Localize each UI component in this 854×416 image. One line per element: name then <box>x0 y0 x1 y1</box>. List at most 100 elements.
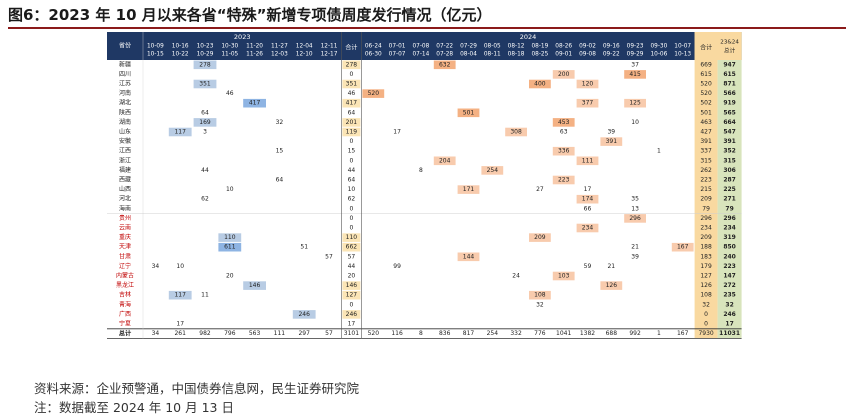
value-2024: 21 <box>607 263 615 270</box>
value-2024: 32 <box>536 301 544 308</box>
header-year-2024: 2024 <box>520 33 537 41</box>
cell-highlight-2023 <box>168 290 192 300</box>
subtotal-2023: 44 <box>348 167 356 174</box>
cell-highlight-2023 <box>193 60 217 70</box>
province-label: 浙江 <box>119 156 131 164</box>
value-2024: 111 <box>582 157 594 164</box>
total-2024: 167 <box>677 330 689 337</box>
week-2024-end: 08-11 <box>484 52 501 58</box>
grand-total: 240 <box>723 253 736 260</box>
value-2024: 377 <box>582 100 594 107</box>
total-2024: 1 <box>657 330 661 337</box>
cell-highlight-2024 <box>433 156 456 166</box>
subtotal-2024: 520 <box>700 90 712 97</box>
subtotal-2024: 179 <box>700 263 712 270</box>
total-2023: 261 <box>174 330 186 337</box>
province-label: 新疆 <box>119 60 131 68</box>
grand-total: 147 <box>723 273 736 280</box>
subtotal-2023: 17 <box>348 321 356 328</box>
week-2023-start: 10-30 <box>221 44 238 50</box>
cell-highlight-2023 <box>218 242 242 252</box>
cell-highlight-2023 <box>218 233 242 242</box>
subtotal-2023: 0 <box>349 205 353 212</box>
subtotal-2024: 262 <box>700 167 712 174</box>
week-2023-end: 10-29 <box>197 52 214 58</box>
subtotal-2024: 296 <box>700 215 712 222</box>
cell-highlight-2024 <box>529 290 551 300</box>
value-2024: 99 <box>393 263 401 270</box>
value-2024: 1 <box>657 148 661 155</box>
value-2023: 17 <box>176 321 184 328</box>
province-label: 安徽 <box>119 137 131 145</box>
province-label: 云南 <box>119 224 131 232</box>
week-2024-end: 08-18 <box>508 52 525 58</box>
total-2024: 1382 <box>580 330 595 337</box>
value-2023: 11 <box>201 292 209 299</box>
week-2023-start: 12-04 <box>296 44 313 50</box>
province-label: 陕西 <box>119 108 131 116</box>
cell-highlight-2024 <box>552 70 575 79</box>
cell-highlight-2024 <box>457 108 480 118</box>
province-label: 四川 <box>119 71 131 78</box>
week-2024-start: 08-12 <box>508 44 525 50</box>
province-label: 重庆 <box>119 233 131 241</box>
value-2024: 308 <box>510 129 522 136</box>
header-total-band <box>694 32 742 60</box>
province-label: 宁夏 <box>119 320 131 328</box>
total-2024: 116 <box>391 330 403 337</box>
value-2023: 3 <box>203 129 207 136</box>
value-2024: 59 <box>584 263 592 270</box>
province-label: 山东 <box>119 128 131 136</box>
subtotal-2023-highlight <box>342 118 361 127</box>
cell-highlight-2024 <box>671 242 694 252</box>
province-label: 甘肃 <box>119 252 131 260</box>
header-province: 省份 <box>119 42 131 50</box>
value-2023: 15 <box>276 148 284 155</box>
cell-highlight-2024 <box>505 127 527 137</box>
week-2024-start: 06-24 <box>365 44 382 50</box>
subtotal-2023: 15 <box>348 148 356 155</box>
value-2024: 125 <box>629 100 641 107</box>
province-label: 湖北 <box>119 99 131 107</box>
subtotal-2024: 0 <box>704 321 708 328</box>
value-2023: 278 <box>199 61 211 68</box>
value-2024: 391 <box>606 138 618 145</box>
week-2023-end: 12-10 <box>296 52 313 58</box>
subtotal-2023: 10 <box>348 186 356 193</box>
cell-highlight-2024 <box>552 146 575 156</box>
grand-total: 246 <box>723 311 736 318</box>
subtotal-2023-highlight <box>342 310 361 319</box>
subtotal-2024: 520 <box>700 81 712 88</box>
week-2024-end: 08-25 <box>531 52 548 58</box>
chart-title: 图6：2023 年 10 月以来各省“特殊”新增专项债周度发行情况（亿元） <box>8 6 492 24</box>
source-note: 资料来源：企业预警通，中国债券信息网，民生证券研究院 <box>34 381 360 396</box>
cell-highlight-2023 <box>193 79 217 89</box>
value-2024: 66 <box>584 205 592 212</box>
week-2024-end: 09-22 <box>603 52 620 58</box>
grand-total: 352 <box>723 148 736 155</box>
subtotal-2023-highlight <box>342 98 361 108</box>
grand-total: 615 <box>723 71 736 78</box>
value-2024: 209 <box>534 234 546 241</box>
total-2023: 57 <box>325 330 333 337</box>
province-label: 海南 <box>119 204 131 212</box>
grand-total: 850 <box>723 244 736 251</box>
subtotal-2023: 44 <box>348 263 356 270</box>
subtotal-2024: 183 <box>700 253 712 260</box>
subtotal-2024: 32 <box>702 301 710 308</box>
value-2024: 200 <box>558 71 570 78</box>
province-label: 天津 <box>119 244 131 251</box>
subtotal-2023-highlight <box>342 242 361 252</box>
week-2024-end: 10-13 <box>674 52 691 58</box>
value-2024: 144 <box>463 253 475 260</box>
subtotal-2024: 501 <box>700 109 712 116</box>
grand-total: 319 <box>723 234 736 241</box>
value-2024: 453 <box>558 119 570 126</box>
subtotal-2023: 201 <box>346 119 358 126</box>
subtotal-2023: 110 <box>346 234 358 241</box>
week-2024-start: 08-05 <box>484 44 501 50</box>
value-2023: 351 <box>199 81 211 88</box>
value-2024: 126 <box>606 282 618 289</box>
subtotal-2023-highlight <box>342 60 361 70</box>
subtotal-2024: 223 <box>700 177 712 184</box>
